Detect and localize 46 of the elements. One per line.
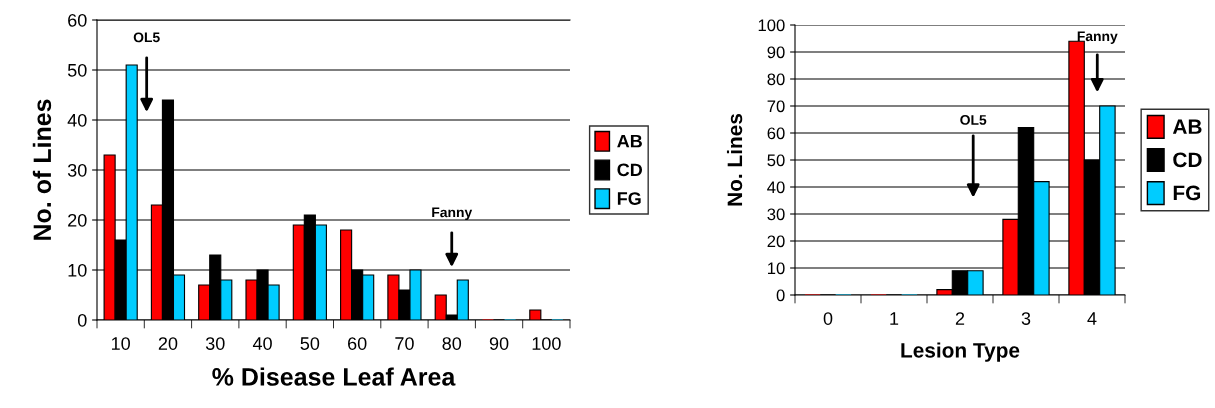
- x-axis-title: % Disease Leaf Area: [212, 367, 456, 386]
- y-tick-label: 80: [767, 73, 785, 86]
- y-tick-label: 40: [767, 181, 785, 194]
- y-tick-label: 0: [776, 289, 785, 302]
- x-tick-label: 100: [532, 337, 561, 350]
- y-tick-label: 60: [767, 127, 785, 140]
- legend-label: AB: [617, 134, 642, 148]
- y-tick-label: 40: [67, 113, 87, 127]
- y-tick-label: 30: [67, 163, 87, 177]
- x-tick-label: 60: [348, 337, 367, 350]
- y-tick-label: 20: [767, 235, 785, 248]
- y-tick-label: 90: [767, 46, 785, 59]
- x-tick-label: 10: [111, 337, 130, 350]
- x-axis-title: Lesion Type: [901, 342, 1020, 362]
- legend-label: CD: [617, 163, 643, 177]
- x-tick-label: 1: [890, 312, 899, 325]
- legend-label: CD: [1173, 152, 1202, 168]
- legend-label: FG: [617, 192, 641, 205]
- x-tick-label: 90: [489, 337, 509, 350]
- y-tick-label: 10: [768, 262, 785, 275]
- x-tick-label: 2: [955, 312, 965, 325]
- x-tick-label: 4: [1087, 312, 1097, 325]
- annotation: OL5: [960, 115, 987, 125]
- x-tick-label: 20: [158, 337, 178, 350]
- y-axis-title: No. of Lines: [32, 99, 52, 240]
- annotation: Fanny: [432, 207, 473, 220]
- x-tick-label: 0: [823, 312, 833, 325]
- x-tick-label: 70: [395, 337, 414, 350]
- x-tick-label: 40: [252, 337, 272, 350]
- y-tick-label: 20: [68, 213, 87, 227]
- x-tick-label: 3: [1021, 312, 1031, 325]
- legend-label: AB: [1172, 119, 1202, 134]
- y-tick-label: 50: [767, 154, 785, 167]
- y-tick-label: 60: [68, 13, 87, 27]
- y-tick-label: 100: [758, 19, 785, 32]
- y-tick-label: 50: [67, 63, 87, 77]
- legend-label: FG: [1173, 185, 1201, 201]
- annotation: Fanny: [1077, 31, 1118, 44]
- y-axis-title: No. Lines: [726, 113, 743, 206]
- x-tick-label: 80: [442, 337, 462, 350]
- x-tick-label: 30: [205, 337, 225, 350]
- y-tick-label: 10: [68, 263, 87, 277]
- annotation: OL5: [133, 32, 160, 43]
- x-tick-label: 50: [300, 337, 320, 350]
- y-tick-label: 30: [767, 208, 785, 221]
- y-tick-label: 70: [767, 100, 785, 113]
